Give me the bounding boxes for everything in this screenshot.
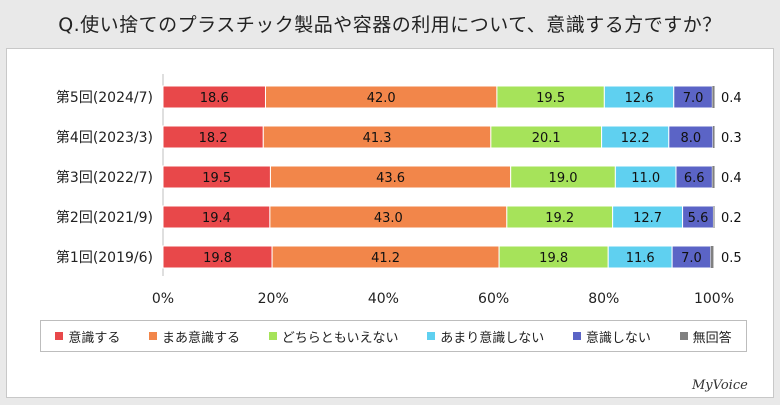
legend-item: 意識する: [55, 327, 120, 346]
legend-item: 無回答: [679, 327, 732, 346]
data-label: 19.5: [536, 91, 565, 106]
data-label: 6.6: [684, 171, 705, 186]
data-label: 0.3: [721, 131, 742, 146]
legend-label: 意識しない: [585, 330, 651, 346]
category-label: 第1回(2019/6): [56, 249, 153, 266]
data-label: 43.0: [374, 211, 403, 226]
chart-title: Q.使い捨てのプラスチック製品や容器の利用について、意識する方ですか？: [58, 14, 722, 36]
bar-segment: [712, 86, 715, 108]
category-label: 第4回(2023/3): [56, 129, 153, 146]
legend-label: あまり意識しない: [440, 330, 545, 346]
data-label: 19.0: [549, 171, 578, 186]
data-label: 42.0: [367, 91, 396, 106]
legend-label: 意識する: [68, 330, 121, 346]
legend-swatch: [427, 332, 436, 340]
data-label: 11.0: [631, 171, 660, 186]
data-label: 19.2: [545, 211, 574, 226]
data-label: 43.6: [376, 171, 405, 186]
legend-item: 意識しない: [572, 327, 651, 346]
x-tick-label: 0%: [152, 291, 174, 307]
data-label: 19.4: [202, 211, 231, 226]
data-label: 8.0: [681, 131, 702, 146]
data-label: 7.0: [683, 91, 704, 106]
data-label: 41.2: [371, 251, 400, 266]
legend-label: まあ意識する: [162, 330, 241, 346]
data-label: 11.6: [626, 251, 655, 266]
bar-segment: [713, 206, 715, 228]
data-label: 41.3: [363, 131, 392, 146]
data-label: 18.2: [199, 131, 228, 146]
x-tick-label: 20%: [258, 291, 289, 307]
data-label: 7.0: [681, 251, 702, 266]
category-label: 第3回(2022/7): [56, 169, 153, 186]
legend-item: まあ意識する: [149, 327, 240, 346]
data-label: 5.6: [688, 211, 709, 226]
data-label: 19.5: [202, 171, 231, 186]
legend-label: 無回答: [692, 330, 732, 346]
brand-logo: MyVoice: [692, 378, 748, 393]
x-tick-label: 40%: [368, 291, 399, 307]
legend-swatch: [572, 332, 581, 340]
data-label: 18.6: [200, 91, 229, 106]
bar-segment: [710, 246, 714, 268]
data-label: 0.4: [721, 91, 742, 106]
category-label: 第5回(2024/7): [56, 89, 153, 106]
legend-item: あまり意識しない: [427, 327, 544, 346]
legend-swatch: [149, 332, 158, 340]
data-label: 12.2: [621, 131, 650, 146]
data-label: 0.2: [721, 211, 742, 226]
data-label: 0.4: [721, 171, 742, 186]
category-label: 第2回(2021/9): [56, 209, 153, 226]
x-tick-label: 80%: [588, 291, 619, 307]
data-label: 20.1: [532, 131, 561, 146]
legend-label: どちらともいえない: [281, 330, 399, 346]
data-label: 12.7: [633, 211, 662, 226]
data-label: 19.8: [203, 251, 232, 266]
legend-item: どちらともいえない: [268, 327, 399, 346]
legend-swatch: [55, 332, 64, 340]
data-label: 19.8: [539, 251, 568, 266]
x-tick-label: 100%: [694, 291, 734, 307]
x-tick-label: 60%: [478, 291, 509, 307]
bar-segment: [712, 166, 715, 188]
legend-swatch: [268, 332, 277, 340]
bar-segment: [712, 126, 715, 148]
data-label: 12.6: [625, 91, 654, 106]
chart-legend: 意識する まあ意識する どちらともいえない あまり意識しない 意識しない 無回答: [40, 320, 747, 352]
data-label: 0.5: [721, 251, 742, 266]
legend-swatch: [679, 332, 688, 340]
